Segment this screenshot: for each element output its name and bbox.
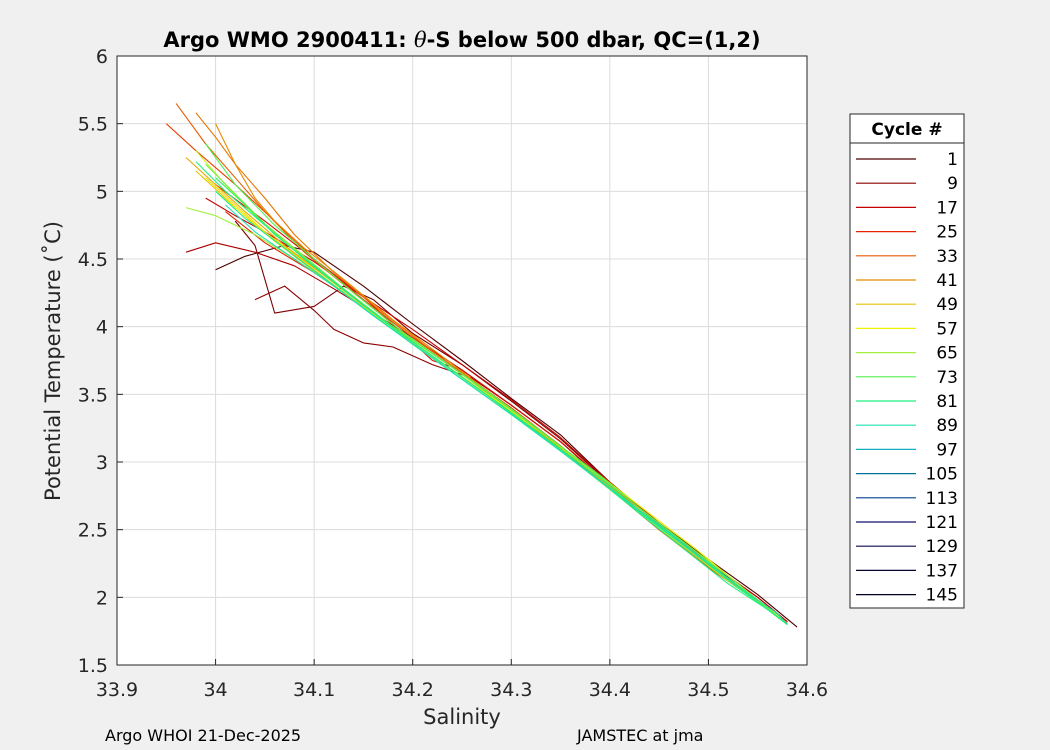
footer-right: JAMSTEC at jma bbox=[576, 726, 703, 745]
x-tick-label: 34.4 bbox=[589, 679, 631, 701]
x-tick-label: 34.6 bbox=[786, 679, 828, 701]
legend-items: 1 9 17 25 33 41 49 57 65 73 81 89 97 105 113 121 129 137 1… bbox=[856, 150, 958, 606]
legend-label: 73 bbox=[936, 368, 958, 388]
x-tick-label: 34.3 bbox=[490, 679, 532, 701]
legend-label: 129 bbox=[926, 537, 958, 557]
x-tick-label: 34 bbox=[203, 679, 227, 701]
y-tick-label: 3 bbox=[96, 452, 108, 474]
chart-title-prefix: Argo WMO 2900411: bbox=[163, 28, 414, 52]
plot-frame bbox=[116, 55, 808, 666]
legend-label: 17 bbox=[936, 198, 958, 218]
legend-label: 41 bbox=[936, 271, 958, 291]
x-tick-label: 33.9 bbox=[96, 679, 138, 701]
legend-label: 145 bbox=[926, 586, 958, 606]
y-tick-label: 3.5 bbox=[78, 384, 108, 406]
y-tick-label: 4 bbox=[96, 317, 108, 339]
footer-left: Argo WHOI 21-Dec-2025 bbox=[105, 726, 301, 745]
y-tick-label: 1.5 bbox=[78, 655, 108, 677]
y-tick-label: 6 bbox=[96, 46, 108, 68]
legend-label: 33 bbox=[936, 247, 958, 267]
y-tick-label: 5 bbox=[96, 181, 108, 203]
legend-label: 89 bbox=[936, 416, 958, 436]
chart-title-suffix: -S below 500 dbar, QC=(1,2) bbox=[427, 28, 761, 52]
legend-label: 137 bbox=[926, 561, 958, 581]
x-tick-label: 34.5 bbox=[687, 679, 729, 701]
legend-title: Cycle # bbox=[871, 120, 942, 140]
series-line-cycle-81 bbox=[195, 161, 788, 625]
series-line-cycle-89 bbox=[225, 204, 788, 625]
x-ticks: 33.9 34 34.1 34.2 34.3 34.4 34.5 34.6 bbox=[96, 659, 828, 701]
y-tick-label: 5.5 bbox=[78, 114, 108, 136]
series-line-cycle-69 bbox=[205, 163, 788, 625]
y-ticks: 1.5 2 2.5 3 3.5 4 4.5 5 5.5 6 bbox=[78, 46, 123, 677]
legend-label: 25 bbox=[936, 223, 958, 243]
legend-label: 113 bbox=[926, 489, 958, 509]
legend: Cycle # 1 9 17 25 33 41 49 57 65 73 81 89 97 105 113 12… bbox=[849, 113, 965, 609]
legend-label: 97 bbox=[936, 440, 958, 460]
legend-box bbox=[849, 113, 965, 609]
x-tick-label: 34.2 bbox=[392, 679, 434, 701]
x-tick-label: 34.1 bbox=[293, 679, 335, 701]
legend-label: 105 bbox=[926, 465, 958, 485]
chart-title: Argo WMO 2900411: θ-S below 500 dbar, QC… bbox=[163, 28, 760, 52]
chart-title-symbol: θ bbox=[414, 28, 427, 52]
y-tick-label: 4.5 bbox=[78, 249, 108, 271]
y-tick-label: 2.5 bbox=[78, 520, 108, 542]
series-lines bbox=[165, 103, 798, 628]
x-axis-label: Salinity bbox=[423, 705, 501, 729]
legend-label: 9 bbox=[947, 174, 958, 194]
y-tick-label: 2 bbox=[96, 587, 108, 609]
legend-label: 81 bbox=[936, 392, 958, 412]
legend-label: 57 bbox=[936, 319, 958, 339]
legend-label: 65 bbox=[936, 344, 958, 364]
y-axis-label: Potential Temperature (˚C) bbox=[41, 221, 65, 501]
legend-label: 121 bbox=[926, 513, 958, 533]
legend-label: 1 bbox=[947, 150, 958, 170]
legend-label: 49 bbox=[936, 295, 958, 315]
